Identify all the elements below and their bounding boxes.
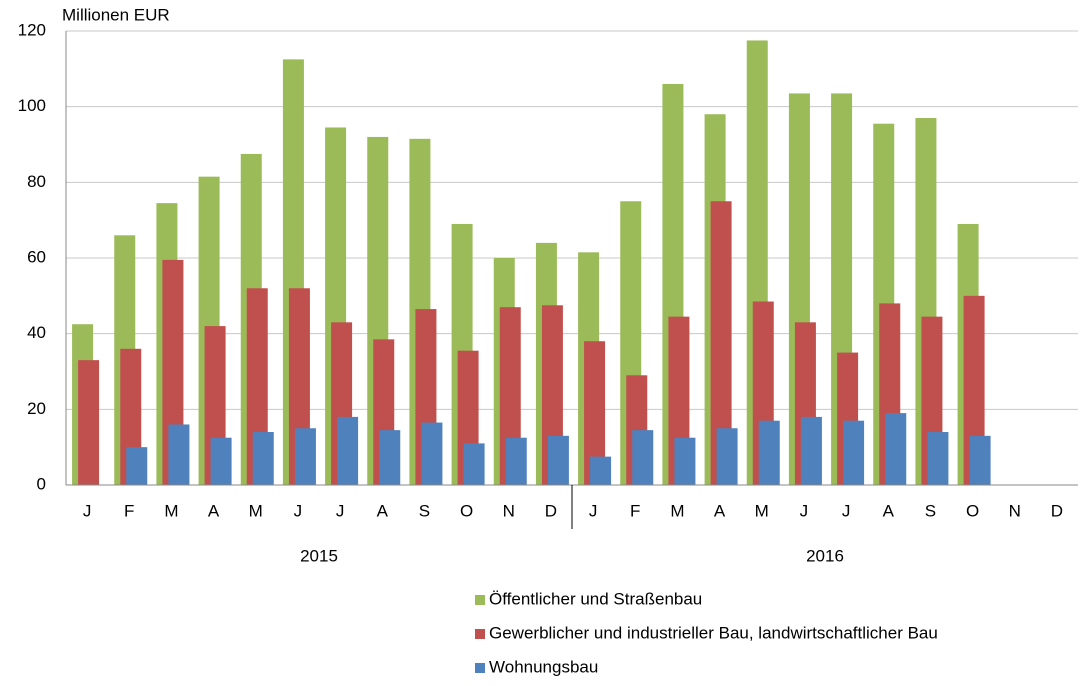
x-tick-label: J: [83, 501, 92, 520]
y-tick-label: 0: [37, 474, 46, 493]
legend-label: Öffentlicher und Straßenbau: [489, 589, 702, 608]
x-tick-label: A: [208, 501, 220, 520]
bar: [885, 413, 907, 485]
bar: [758, 420, 780, 485]
x-tick-label: A: [883, 501, 895, 520]
y-tick-label: 40: [27, 323, 46, 342]
x-tick-label: J: [800, 501, 809, 520]
x-tick-label: F: [630, 501, 640, 520]
legend-label: Wohnungsbau: [489, 657, 598, 676]
x-tick-label: S: [419, 501, 430, 520]
x-tick-label: A: [714, 501, 726, 520]
x-tick-label: J: [294, 501, 303, 520]
bar: [252, 432, 274, 485]
x-tick-label: M: [249, 501, 263, 520]
y-tick-label: 60: [27, 247, 46, 266]
group-label: 2015: [300, 546, 338, 565]
bar: [337, 416, 359, 485]
bar: [294, 428, 316, 485]
bar: [505, 437, 527, 485]
bar: [710, 201, 732, 485]
bar: [927, 432, 949, 485]
bar: [421, 422, 443, 485]
x-tick-label: M: [164, 501, 178, 520]
legend-swatch: [475, 595, 485, 605]
x-tick-label: A: [377, 501, 389, 520]
y-tick-label: 120: [18, 20, 46, 39]
bar: [674, 437, 696, 485]
bar: [126, 447, 148, 485]
bar: [716, 428, 738, 485]
x-tick-label: N: [1009, 501, 1021, 520]
bar: [632, 430, 654, 485]
legend-swatch: [475, 629, 485, 639]
bar: [547, 435, 569, 485]
x-tick-label: J: [589, 501, 598, 520]
x-tick-label: O: [460, 501, 473, 520]
bar: [210, 437, 232, 485]
bar: [379, 430, 401, 485]
bar: [969, 435, 991, 485]
x-tick-label: M: [755, 501, 769, 520]
legend-label: Gewerblicher und industrieller Bau, land…: [489, 623, 938, 642]
bar: [584, 341, 606, 485]
x-tick-label: S: [925, 501, 936, 520]
x-tick-label: J: [336, 501, 345, 520]
x-tick-label: J: [842, 501, 851, 520]
x-tick-label: F: [124, 501, 134, 520]
bar: [78, 360, 100, 485]
bar: [168, 424, 190, 485]
y-tick-label: 80: [27, 172, 46, 191]
x-tick-label: D: [1051, 501, 1063, 520]
bar: [800, 416, 822, 485]
y-axis-label: Millionen EUR: [62, 5, 170, 24]
x-tick-label: O: [966, 501, 979, 520]
x-tick-label: M: [670, 501, 684, 520]
y-tick-label: 20: [27, 399, 46, 418]
x-tick-label: D: [545, 501, 557, 520]
group-label: 2016: [806, 546, 844, 565]
bar: [463, 443, 485, 485]
bar: [843, 420, 865, 485]
x-tick-label: N: [503, 501, 515, 520]
bar: [590, 456, 612, 485]
y-tick-label: 100: [18, 96, 46, 115]
legend-swatch: [475, 663, 485, 673]
